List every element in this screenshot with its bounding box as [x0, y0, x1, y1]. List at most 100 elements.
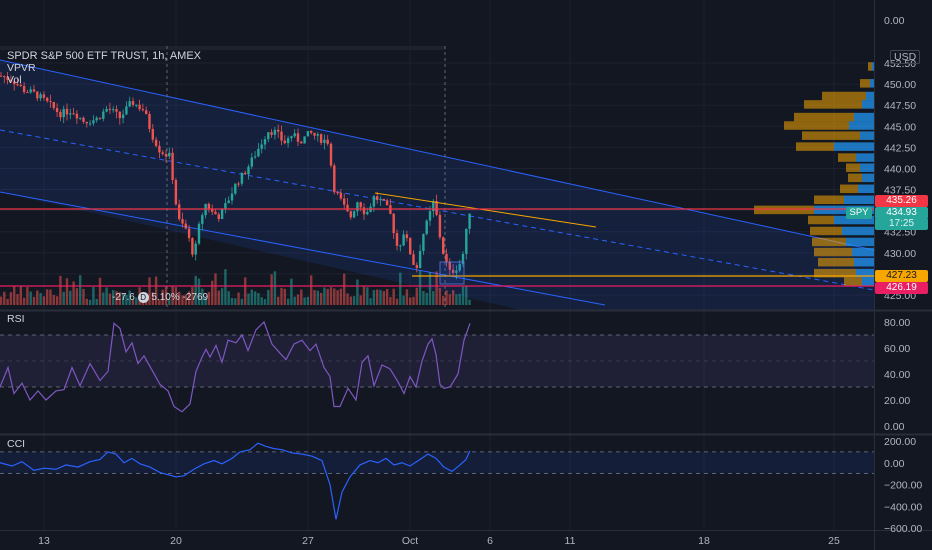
candle-body — [273, 129, 277, 135]
volume-bar — [352, 296, 356, 305]
volume-bar — [448, 294, 451, 305]
volume-bar — [32, 296, 36, 305]
regression-channel[interactable] — [0, 60, 874, 390]
cci-label[interactable]: CCI — [7, 438, 26, 450]
candle-body — [138, 104, 141, 110]
vpvr-bar-up — [872, 62, 874, 71]
volume-bar — [399, 272, 402, 305]
vpvr-bar-up — [862, 173, 874, 183]
candle-body — [257, 148, 260, 157]
info-icon[interactable]: D — [137, 292, 149, 303]
volume-bar — [131, 299, 135, 305]
volume-bar — [280, 287, 283, 305]
candle-body — [49, 101, 52, 103]
candle-body — [392, 213, 395, 234]
candle-body — [290, 136, 293, 139]
volume-bar — [349, 296, 352, 305]
candle-body — [346, 204, 349, 212]
candle-body — [442, 237, 445, 254]
volume-bar — [42, 296, 46, 305]
currency-label[interactable]: USD — [890, 50, 921, 64]
volume-bar — [382, 291, 385, 305]
volume-bar — [9, 292, 13, 305]
candle-body — [402, 234, 405, 246]
volume-bar — [257, 293, 260, 305]
time-tick: 13 — [38, 535, 50, 547]
volume-bar — [412, 296, 415, 305]
candle-body — [181, 219, 184, 224]
volume-bar — [158, 299, 161, 305]
candle-body — [92, 120, 95, 124]
candle-body — [395, 233, 399, 246]
indicator-vpvr-label[interactable]: VPVR — [7, 62, 36, 74]
volume-bar — [39, 293, 42, 305]
rsi-axis[interactable]: 80.00 60.00 40.00 20.00 0.00 — [884, 317, 910, 433]
price-tick: 430.00 — [884, 248, 916, 260]
volume-bar — [187, 291, 191, 305]
volume-bar — [65, 278, 69, 305]
volume-bar — [82, 288, 85, 305]
spy-countdown-tag: 17:25 — [875, 218, 928, 230]
candle-body — [362, 207, 366, 215]
channel-upper-line[interactable] — [0, 59, 874, 251]
cci-line[interactable] — [0, 442, 471, 520]
volume-bar — [247, 293, 250, 305]
volume-bar — [240, 298, 244, 305]
candle-body — [260, 144, 263, 149]
cci-axis[interactable]: 200.00 0.00 −200.00 −400.00 −600.00 — [884, 436, 922, 535]
volume-bar — [286, 298, 290, 305]
rsi-tick: 0.00 — [884, 421, 905, 433]
vpvr-bar-down — [784, 121, 849, 130]
candle-body — [306, 131, 310, 137]
cci-tick: −400.00 — [884, 501, 922, 513]
indicator-vol-label[interactable]: Vol — [7, 74, 22, 86]
candle-body — [296, 133, 300, 142]
cci-tick: 200.00 — [884, 436, 916, 448]
rsi-line[interactable] — [0, 320, 471, 413]
volume-bar — [105, 287, 108, 305]
candle-body — [82, 117, 85, 122]
symbol-title[interactable]: SPDR S&P 500 ETF TRUST, 1h, AMEX — [7, 50, 201, 62]
candle-body — [445, 253, 448, 262]
price-axis[interactable]: 452.50 450.00 447.50 445.00 442.50 440.00 437.… — [884, 58, 916, 302]
candle-body — [42, 94, 46, 98]
candle-body — [62, 108, 65, 118]
volume-bar — [267, 289, 270, 305]
volume-bar — [217, 290, 220, 305]
candle-body — [313, 132, 316, 136]
candle-body — [0, 75, 3, 77]
volume-bar — [22, 297, 26, 305]
volume-bar — [418, 270, 422, 305]
candle-body — [267, 132, 270, 140]
candle-body — [455, 270, 458, 273]
volume-bar — [121, 292, 125, 305]
volume-bar — [329, 287, 333, 305]
candle-body — [220, 209, 224, 220]
candle-body — [211, 208, 214, 212]
time-axis[interactable]: 13 20 27 Oct 6 11 18 25 — [38, 535, 840, 547]
time-tick: 18 — [698, 535, 710, 547]
vpvr-bar-down — [794, 112, 854, 122]
candlestick-series[interactable] — [0, 71, 471, 280]
candle-body — [253, 156, 257, 158]
volume-bar — [435, 271, 438, 305]
candle-body — [432, 201, 435, 212]
candle-body — [128, 101, 131, 107]
volume-bar — [151, 292, 154, 305]
candle-body — [88, 123, 92, 125]
rsi-label[interactable]: RSI — [7, 313, 25, 325]
volume-bar — [306, 296, 310, 305]
trendline-orange[interactable] — [374, 192, 597, 228]
candle-body — [115, 109, 118, 112]
candle-body — [168, 152, 171, 157]
price-range-box[interactable] — [439, 261, 465, 285]
candle-body — [240, 172, 244, 184]
vpvr-bar-down — [840, 184, 858, 194]
time-tick: 20 — [170, 535, 182, 547]
time-tick: 11 — [565, 535, 576, 547]
volume-bar — [220, 288, 224, 305]
rsi-tick: 60.00 — [884, 343, 910, 355]
volume-bar — [379, 289, 382, 305]
candle-body — [32, 89, 36, 92]
